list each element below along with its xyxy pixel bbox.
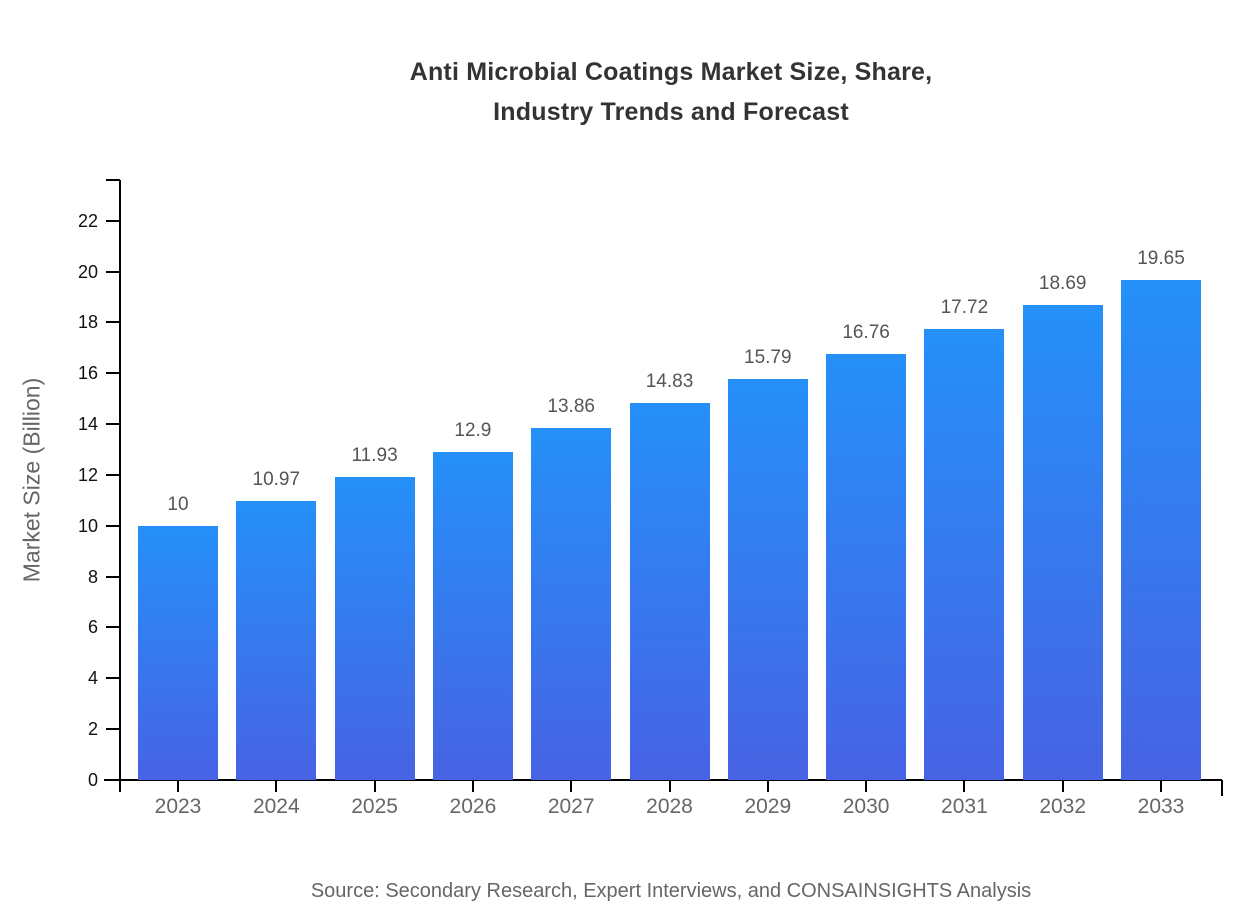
y-tick-label: 2 [87,719,98,740]
bar-value-label: 12.9 [454,420,492,442]
x-tick [1061,780,1064,792]
y-tick-label: 4 [87,668,98,689]
x-tick [373,780,376,792]
x-axis-end-tick [1221,780,1223,796]
y-tick-label: 16 [77,363,98,384]
bar-value-label: 10 [167,493,189,515]
x-tick [766,780,769,792]
y-axis-line [119,180,121,792]
x-tick [570,780,573,792]
y-tick-label: 0 [87,770,98,790]
bar-value-label: 18.69 [1038,272,1087,294]
x-category-label: 2030 [842,795,890,818]
bar-value-label: 19.65 [1137,248,1185,270]
x-tick [471,780,474,792]
y-tick [106,728,120,731]
y-tick-label: 14 [77,414,98,435]
x-category-label: 2025 [351,795,398,818]
x-tick [865,780,868,792]
x-category-label: 2027 [547,795,595,818]
x-category-label: 2033 [1137,795,1185,818]
bar [727,378,808,780]
bar [629,402,710,780]
y-tick [106,423,120,426]
y-tick-label: 6 [87,617,98,638]
bar-value-label: 16.76 [842,321,890,343]
y-tick [106,321,120,324]
bar [138,525,218,780]
x-category-label: 2024 [252,795,300,818]
y-tick [106,473,120,476]
bar [334,476,415,780]
source-note: Source: Secondary Research, Expert Inter… [310,880,1032,902]
x-category-label: 2032 [1039,795,1087,818]
y-tick [106,524,120,527]
x-tick [275,780,278,792]
y-tick-label: 22 [77,210,98,231]
y-tick [106,372,120,375]
bar [1121,280,1201,780]
x-tick [668,780,671,792]
bar-value-label: 15.79 [744,346,792,368]
bar [236,501,317,780]
bar [924,329,1005,780]
bar [1022,304,1103,780]
y-tick [106,779,120,781]
x-tick [963,780,966,792]
y-tick-label: 12 [77,464,98,485]
bar-value-label: 17.72 [940,297,989,319]
y-tick [106,575,120,578]
bar-value-label: 11.93 [351,444,398,466]
y-tick [106,677,120,680]
y-tick [106,219,120,222]
bar-value-label: 13.86 [547,395,595,417]
bar-value-label: 14.83 [645,370,694,392]
x-axis-line [104,779,1222,781]
x-category-label: 2029 [744,795,792,818]
x-tick [177,780,179,792]
y-tick [106,270,120,273]
x-category-label: 2026 [449,795,497,818]
y-tick-label: 20 [77,261,98,282]
bar [531,427,612,780]
x-tick [1160,780,1162,792]
x-category-label: 2023 [154,795,202,818]
x-category-label: 2028 [646,795,693,818]
y-axis-end-tick [106,179,120,181]
y-tick-label: 8 [87,566,98,587]
x-category-label: 2031 [941,795,988,818]
chart-title: Anti Microbial Coatings Market Size, Sha… [409,58,933,126]
bar [432,452,513,780]
y-tick-label: 10 [77,515,98,536]
y-tick-label: 18 [77,312,98,333]
y-tick [106,626,120,629]
bar [826,353,907,780]
bar-value-label: 10.97 [252,469,301,491]
